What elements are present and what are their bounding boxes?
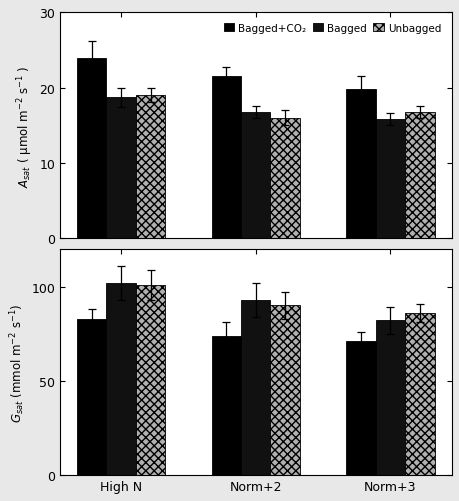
Y-axis label: $G_{sat}$ (mmol m$^{-2}$ s$^{-1}$): $G_{sat}$ (mmol m$^{-2}$ s$^{-1}$) [8,303,27,422]
Legend: Bagged+CO₂, Bagged, Unbagged: Bagged+CO₂, Bagged, Unbagged [218,19,446,39]
Bar [135,285,165,475]
Bar [211,77,241,238]
Bar [77,59,106,238]
Bar [270,119,299,238]
Bar [375,120,404,238]
Bar [211,336,241,475]
Bar [241,113,270,238]
Y-axis label: $A_{sat}$ ( μmol m$^{-2}$ s$^{-1}$ ): $A_{sat}$ ( μmol m$^{-2}$ s$^{-1}$ ) [16,65,35,187]
Bar [106,98,135,238]
Bar [375,321,404,475]
Bar [77,319,106,475]
Bar [404,313,434,475]
Bar [241,300,270,475]
Bar [346,342,375,475]
Bar [135,96,165,238]
Bar [270,306,299,475]
Bar [346,90,375,238]
Bar [106,283,135,475]
Bar [404,113,434,238]
